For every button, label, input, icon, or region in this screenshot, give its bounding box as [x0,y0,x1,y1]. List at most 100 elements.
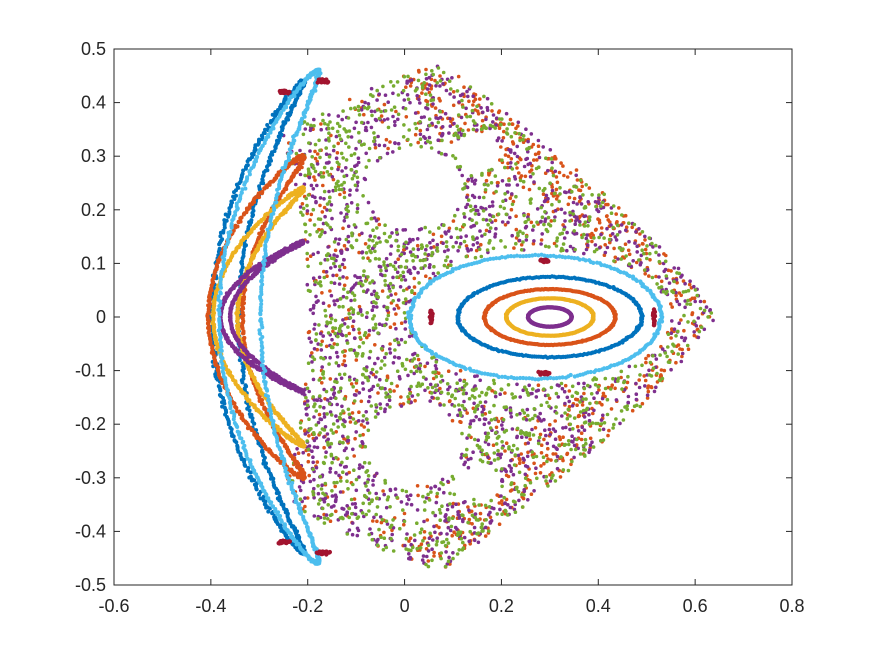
data-point [514,241,518,246]
data-point [247,412,252,417]
data-point [406,97,411,102]
data-point [698,299,703,304]
data-point [354,477,359,482]
data-point [367,333,371,337]
data-point [407,497,411,502]
data-point [312,445,317,449]
data-point [655,282,659,286]
data-point [366,200,371,205]
data-point [317,138,321,143]
data-point [334,414,338,418]
data-point [487,241,491,245]
data-point [576,381,581,386]
data-point [403,278,408,282]
data-point [306,330,311,335]
data-point [363,279,368,283]
data-point [446,387,450,392]
data-point [460,98,464,103]
data-point [462,379,466,384]
data-point [569,439,574,444]
data-point [664,253,668,258]
data-point [439,234,444,239]
data-point [318,404,322,409]
data-point [393,260,398,265]
data-point [429,146,434,150]
data-point [548,479,553,483]
data-point [587,418,592,423]
data-point [554,391,559,396]
data-point [509,157,514,161]
data-point [319,342,323,347]
data-point [589,392,594,396]
data-point [632,222,637,227]
data-point [374,218,379,223]
data-point [596,421,600,426]
data-point [334,509,338,514]
data-point [406,74,410,79]
data-point [567,389,572,393]
data-point [518,138,522,143]
data-point [312,514,317,518]
data-point [393,123,397,128]
data-point [303,509,307,514]
data-point [330,126,335,131]
data-point [324,450,328,455]
data-point [495,493,500,497]
data-point [363,177,368,182]
data-point [440,133,445,137]
data-point [581,397,585,401]
data-point [530,427,534,432]
data-point [590,193,594,197]
data-point [587,422,592,427]
data-point [364,484,368,488]
data-point [358,433,362,438]
data-point [388,351,393,355]
data-point [605,397,610,402]
data-point [558,437,562,442]
data-point [648,360,653,365]
data-point [344,130,349,134]
data-point [500,220,505,224]
data-point [612,246,616,251]
data-point [568,210,572,215]
data-point [692,284,696,289]
data-point [377,257,382,261]
data-point [216,384,221,389]
data-point [491,378,496,383]
data-point [324,513,329,517]
data-point [479,254,484,259]
data-point [679,318,683,322]
data-point [692,319,696,324]
data-point [475,241,480,245]
data-point [426,253,431,257]
data-point [484,117,488,122]
data-point [510,167,515,171]
data-point [470,522,474,526]
data-point [388,252,393,256]
data-point [402,522,406,527]
data-point [525,407,530,412]
data-point [417,97,421,102]
data-point [643,272,647,276]
data-point [303,127,308,131]
data-point [456,135,461,140]
data-point [419,115,424,120]
data-point [329,203,334,207]
data-point [332,480,337,485]
data-point [435,539,439,544]
data-point [582,391,586,396]
data-point [627,239,631,244]
data-point [324,146,329,150]
data-point [473,212,478,216]
data-point [518,178,523,183]
data-point [412,291,417,296]
data-point [407,268,412,273]
data-point [553,479,558,483]
data-point [313,156,318,161]
data-point [434,383,438,388]
data-point [345,215,349,219]
data-point [402,519,407,524]
data-point [448,528,453,533]
data-point [371,519,375,523]
data-point [382,363,387,367]
